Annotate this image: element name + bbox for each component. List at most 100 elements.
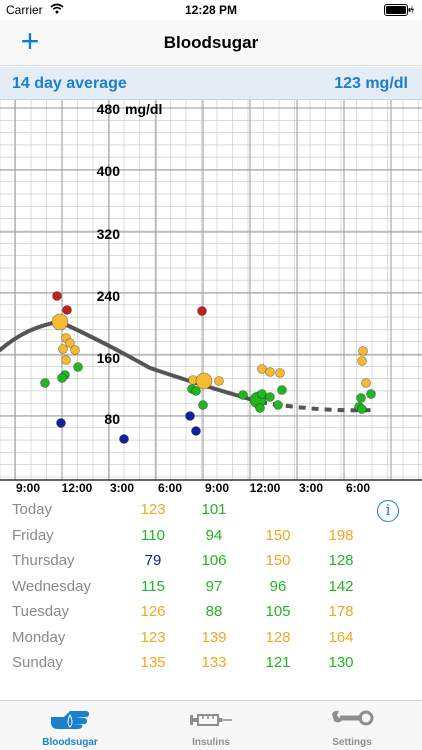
syringe-icon	[189, 705, 233, 733]
x-tick-label: 9:00	[16, 481, 40, 495]
day-label: Friday	[12, 526, 54, 544]
blood-drop-hand-icon	[48, 705, 92, 733]
y-tick-label: 400	[97, 163, 121, 179]
reading-value: 105	[265, 603, 291, 620]
reading-point	[257, 364, 267, 374]
day-label: Tuesday	[12, 603, 69, 620]
battery-icon	[384, 4, 414, 16]
reading-point	[265, 367, 275, 377]
average-value: 123 mg/dl	[334, 75, 408, 92]
tab-insulins[interactable]: Insulins	[151, 701, 271, 750]
reading-point	[238, 390, 248, 400]
table-row: Wednesday 115 97 96 142	[0, 574, 422, 599]
reading-value: 139	[201, 628, 227, 646]
reading-value: 150	[265, 552, 291, 569]
average-bar: 14 day average 123 mg/dl	[0, 67, 422, 100]
reading-value: 101	[201, 501, 227, 518]
reading-value: 135	[140, 654, 166, 671]
x-tick-label: 9:00	[205, 481, 229, 495]
y-tick-label: 480	[97, 101, 121, 117]
reading-point	[197, 306, 207, 316]
add-entry-button[interactable]: +	[20, 23, 40, 59]
reading-value: 198	[328, 526, 354, 544]
x-tick-label: 12:00	[62, 481, 93, 495]
reading-point	[52, 291, 62, 301]
reading-value: 96	[269, 577, 287, 595]
day-label: Sunday	[12, 654, 63, 671]
table-row: Sunday 135 133 121 130	[0, 650, 422, 675]
reading-point	[366, 389, 376, 399]
table-row: Today 123 101	[0, 497, 422, 522]
status-time: 12:28 PM	[184, 3, 238, 17]
reading-point	[62, 305, 72, 315]
day-label: Wednesday	[12, 577, 91, 595]
reading-point	[214, 376, 224, 386]
reading-value: 88	[205, 603, 223, 620]
table-row: Monday 123 139 128 164	[0, 625, 422, 650]
reading-value: 115	[141, 577, 165, 595]
reading-point	[357, 404, 367, 414]
trend-line	[0, 319, 262, 404]
reading-point	[119, 434, 129, 444]
y-unit-label: mg/dl	[125, 101, 162, 117]
reading-point	[275, 368, 285, 378]
reading-value: 128	[328, 552, 354, 569]
chart-canvas: 480 400 320 240 160 80 mg/dl 9:00 12:00 3:00 6:00 9…	[0, 100, 422, 495]
reading-point	[65, 338, 75, 348]
reading-point	[58, 344, 68, 354]
reading-point	[73, 362, 83, 372]
bloodsugar-chart[interactable]: 480 400 320 240 160 80 mg/dl 9:00 12:00 3:00 6:00 9…	[0, 100, 422, 495]
reading-value: 94	[205, 526, 223, 544]
reading-point	[57, 373, 67, 383]
reading-point	[265, 392, 275, 402]
info-button[interactable]: i	[377, 500, 399, 522]
reading-value: 121	[265, 654, 291, 671]
reading-point	[56, 418, 66, 428]
reading-value: 97	[205, 577, 223, 595]
reading-point	[257, 389, 267, 399]
reading-value: 130	[328, 654, 354, 671]
reading-point	[191, 426, 201, 436]
reading-point	[198, 400, 208, 410]
reading-value: 126	[140, 603, 166, 620]
weekly-table: i Today 123 101 Friday 110 94 150 198 Thursday 79…	[0, 497, 422, 697]
y-tick-label: 240	[97, 288, 121, 304]
reading-point	[356, 393, 366, 403]
average-label: 14 day average	[12, 75, 127, 92]
x-tick-label: 3:00	[110, 481, 134, 495]
table-row: Thursday 79 106 150 128	[0, 548, 422, 573]
reading-value: 128	[265, 628, 291, 646]
reading-value: 123	[140, 628, 166, 646]
day-label: Monday	[12, 628, 66, 646]
page-title: Bloodsugar	[163, 33, 259, 52]
day-label: Today	[12, 501, 53, 518]
table-row: Friday 110 94 150 198	[0, 523, 422, 548]
reading-point	[361, 378, 371, 388]
tab-settings[interactable]: Settings	[292, 701, 412, 750]
x-tick-label: 3:00	[299, 481, 323, 495]
status-bar: Carrier 12:28 PM	[0, 0, 422, 20]
reading-value: 150	[265, 526, 291, 544]
reading-value: 178	[328, 603, 354, 620]
tab-bloodsugar[interactable]: Bloodsugar	[10, 701, 130, 750]
reading-point	[358, 346, 368, 356]
x-tick-label: 12:00	[250, 481, 281, 495]
reading-point	[255, 403, 265, 413]
reading-value: 164	[328, 628, 354, 646]
tab-settings-label: Settings	[332, 737, 372, 748]
table-row: Tuesday 126 88 105 178	[0, 599, 422, 624]
reading-value: 142	[328, 577, 354, 595]
reading-point	[191, 386, 201, 396]
reading-value: 110	[141, 526, 165, 544]
y-tick-label: 160	[97, 350, 121, 366]
reading-value: 133	[201, 654, 227, 671]
reading-point	[277, 385, 287, 395]
reading-point	[195, 372, 213, 390]
carrier-label: Carrier	[6, 3, 43, 17]
reading-point	[61, 355, 71, 365]
tab-bar: Bloodsugar Insulins Settings	[0, 700, 422, 750]
reading-value: 79	[144, 552, 162, 569]
reading-point	[40, 378, 50, 388]
reading-point	[70, 345, 80, 355]
y-tick-label: 320	[97, 226, 121, 242]
